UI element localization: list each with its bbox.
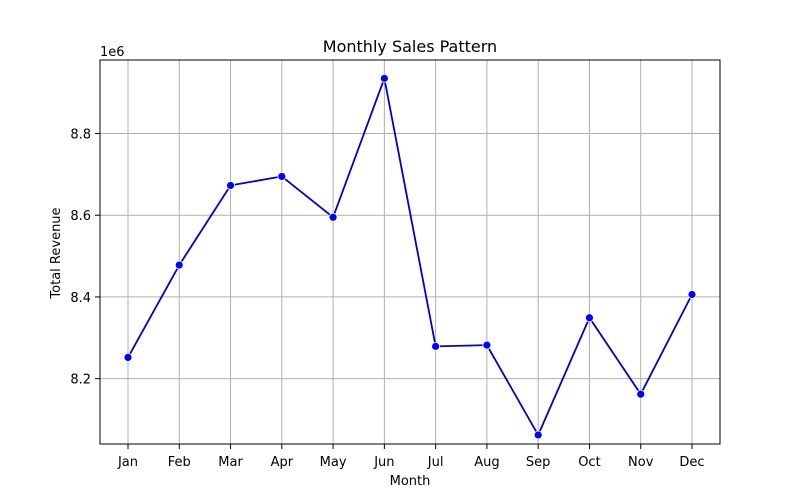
data-point [379,73,389,83]
x-tick-label: Feb [168,455,191,470]
x-tick-label: Jan [117,455,138,470]
x-tick-label: Dec [679,455,704,470]
data-point [636,389,646,399]
y-tick-label: 8.4 [70,291,91,306]
data-point [431,341,441,351]
data-point [533,430,543,440]
data-point [226,181,235,190]
x-tick-label: Jun [373,455,394,470]
data-point [174,260,184,270]
y-tick-label: 8.2 [70,373,91,388]
data-point [482,340,492,350]
y-tick-label: 8.6 [70,209,91,224]
data-point [328,212,338,222]
data-point [585,313,594,323]
y-tick-label: 8.8 [70,128,91,143]
data-point [687,290,697,299]
y-axis-label: Total Revenue [49,207,64,299]
x-tick-label: Mar [218,455,243,470]
plot-frame [99,59,721,445]
x-axis-label: Month [390,474,431,489]
x-tick-label: May [320,455,347,470]
x-tick-label: Jul [427,455,444,470]
data-point [123,352,133,362]
chart-title: Monthly Sales Pattern [323,37,497,56]
x-tick-label: Nov [628,455,654,470]
y-axis-offset-label: 1e6 [100,45,125,60]
x-tick-label: Sep [526,455,551,470]
x-tick-label: Apr [271,455,294,470]
tick-layer: Jan Feb Mar Apr May Jun Jul Aug Sep Oct Nov Dec 8.2 8… [70,128,704,470]
series-line [127,75,693,438]
x-tick-label: Oct [578,455,600,470]
series-layer [123,73,697,440]
data-point [277,172,287,181]
x-tick-label: Aug [474,455,499,470]
grid-layer [100,60,720,444]
